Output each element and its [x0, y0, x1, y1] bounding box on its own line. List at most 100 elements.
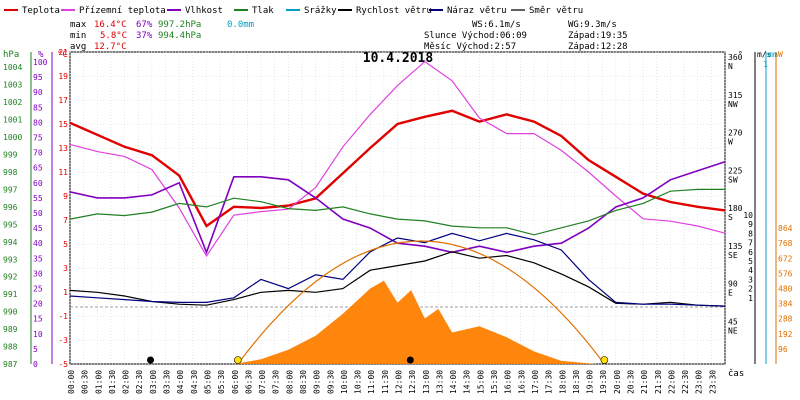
x-tick: 09:00	[313, 370, 322, 394]
x-tick: 10:30	[354, 370, 363, 394]
percent-tick: 0	[33, 360, 38, 369]
x-tick: 12:30	[408, 370, 417, 394]
legend-label: Náraz větru	[447, 6, 507, 16]
max-press: 997.2hPa	[158, 20, 201, 30]
sun-set: Západ:19:35	[568, 31, 628, 41]
avg-temp: 12.7°C	[94, 42, 127, 52]
legend-label: Rychlost větru	[356, 6, 432, 16]
celsius-tick: 15	[58, 120, 68, 129]
hpa-tick: 992	[3, 273, 18, 282]
avg-wind-gust: WG:9.3m/s	[568, 20, 617, 30]
percent-tick: 75	[33, 134, 43, 143]
w-tick: 576	[778, 269, 793, 278]
sun-rise: Slunce Východ:06:09	[424, 31, 527, 41]
hpa-tick: 998	[3, 168, 18, 177]
series-line	[69, 188, 725, 236]
max-hum: 67%	[136, 20, 153, 30]
percent-axis-title: %	[38, 50, 44, 60]
celsius-tick: 21	[58, 48, 68, 57]
celsius-tick: -3	[58, 336, 68, 345]
dir-tick-degrees: 90	[728, 280, 738, 289]
percent-tick: 10	[33, 330, 43, 339]
x-tick: 17:30	[545, 370, 554, 394]
x-tick: 08:00	[285, 370, 294, 394]
dir-tick-degrees: 45	[728, 317, 738, 326]
x-tick: 20:00	[613, 370, 622, 394]
mm-axis-title: mm	[768, 50, 778, 59]
percent-tick: 20	[33, 300, 43, 309]
x-tick: 23:30	[708, 370, 717, 394]
series-line	[69, 109, 726, 228]
dir-tick-name: E	[728, 289, 733, 298]
ms-axis-title: m/s	[757, 50, 772, 59]
x-tick: 21:30	[654, 370, 663, 394]
w-axis-title: W	[778, 50, 783, 59]
x-tick: 14:30	[463, 370, 472, 394]
x-tick: 13:30	[435, 370, 444, 394]
legend: Teplota Přízemní teplota Vlhkost Tlak Srážky…	[4, 6, 583, 16]
x-tick: 12:00	[395, 370, 404, 394]
hpa-tick: 1002	[3, 98, 22, 107]
x-tick: 09:30	[326, 370, 335, 394]
x-tick: 21:00	[640, 370, 649, 394]
sunrise-marker	[234, 356, 242, 364]
percent-tick: 70	[33, 149, 43, 158]
dir-tick-degrees: 225	[728, 166, 743, 175]
rain-total: 0.0mm	[227, 20, 254, 30]
legend-label: Teplota	[22, 6, 60, 16]
x-tick: 16:00	[504, 370, 513, 394]
hpa-tick: 989	[3, 325, 18, 334]
x-tick: 18:30	[572, 370, 581, 394]
w-tick: 384	[778, 300, 793, 309]
w-tick: 288	[778, 315, 793, 324]
hpa-tick: 993	[3, 255, 18, 264]
ms-tick: 3	[748, 275, 753, 284]
x-tick: 07:30	[272, 370, 281, 394]
x-tick: 17:00	[531, 370, 540, 394]
moonset-marker	[406, 356, 414, 364]
hpa-axis-title: hPa	[3, 50, 19, 60]
sunset-marker	[600, 356, 609, 364]
x-tick: 10:00	[340, 370, 349, 394]
x-tick: 16:30	[517, 370, 526, 394]
celsius-tick: 9	[63, 192, 68, 201]
legend-label: Přízemní teplota	[79, 6, 166, 16]
wind-sun-info: WS:6.1m/s WG:9.3m/s Slunce Východ:06:09 …	[424, 20, 628, 52]
percent-tick: 60	[33, 179, 43, 188]
hpa-tick: 995	[3, 220, 18, 229]
series-line	[69, 60, 726, 258]
x-tick: 07:00	[258, 370, 267, 394]
dir-tick-degrees: 135	[728, 242, 743, 251]
solar-radiation-area	[233, 280, 597, 364]
x-tick: 02:30	[135, 370, 144, 394]
percent-tick: 100	[33, 58, 48, 67]
percent-tick: 25	[33, 285, 43, 294]
hpa-tick: 1001	[3, 116, 22, 125]
w-tick: 864	[778, 224, 793, 233]
x-tick: 18:00	[558, 370, 567, 394]
x-tick: 19:30	[599, 370, 608, 394]
sun-arc	[237, 240, 605, 365]
x-tick: 05:00	[203, 370, 212, 394]
x-tick: 01:00	[94, 370, 103, 394]
celsius-tick: -1	[58, 312, 68, 321]
dir-tick-degrees: 180	[728, 204, 743, 213]
hpa-tick: 1000	[3, 133, 22, 142]
celsius-tick: 5	[63, 240, 68, 249]
ms-tick: 5	[748, 257, 753, 266]
x-tick: 00:00	[67, 370, 76, 394]
legend-label: Tlak	[252, 6, 274, 16]
celsius-tick: 1	[63, 288, 68, 297]
percent-tick: 15	[33, 315, 43, 324]
x-tick: 01:30	[108, 370, 117, 394]
celsius-axis-title: °C	[57, 50, 68, 60]
percent-tick: 65	[33, 164, 43, 173]
series-line	[69, 232, 726, 307]
ms-tick: 9	[748, 220, 753, 229]
mm-tick: 1	[763, 60, 768, 69]
ms-tick: 1	[748, 294, 753, 303]
moon-rise: Měsíc Východ:2:57	[424, 42, 516, 52]
max-label: max	[70, 20, 87, 30]
percent-tick: 30	[33, 269, 43, 278]
celsius-tick: 7	[63, 216, 68, 225]
